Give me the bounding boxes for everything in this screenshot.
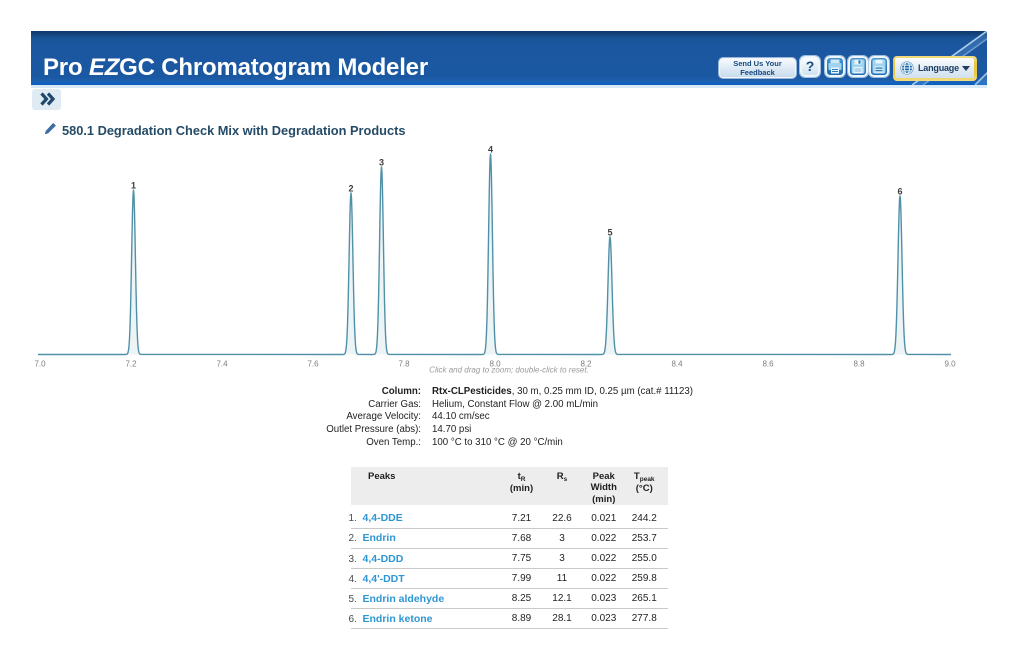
svg-text:5: 5 — [607, 228, 612, 238]
svg-text:2: 2 — [348, 184, 353, 194]
svg-text:8.8: 8.8 — [853, 360, 865, 369]
svg-text:1: 1 — [131, 181, 136, 191]
svg-text:6: 6 — [897, 187, 902, 197]
svg-text:8.6: 8.6 — [762, 360, 774, 369]
svg-text:7.4: 7.4 — [216, 360, 228, 369]
svg-text:3: 3 — [379, 158, 384, 168]
svg-text:7.0: 7.0 — [34, 360, 46, 369]
svg-text:9.0: 9.0 — [944, 360, 956, 369]
svg-text:7.2: 7.2 — [125, 360, 137, 369]
svg-text:7.6: 7.6 — [307, 360, 319, 369]
svg-text:4: 4 — [488, 145, 493, 155]
svg-text:8.2: 8.2 — [580, 360, 592, 369]
svg-text:Click and drag to zoom; double: Click and drag to zoom; double-click to … — [429, 366, 589, 375]
svg-text:8.0: 8.0 — [489, 360, 501, 369]
svg-text:8.4: 8.4 — [671, 360, 683, 369]
svg-text:7.8: 7.8 — [398, 360, 410, 369]
